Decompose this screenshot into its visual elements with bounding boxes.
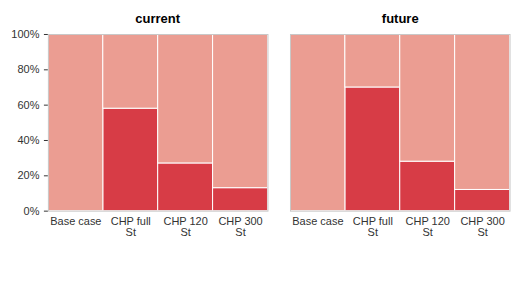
svg-text:CHP fullSt: CHP fullSt xyxy=(111,215,151,238)
svg-text:CHP 300St: CHP 300St xyxy=(218,215,262,238)
svg-text:60%: 60% xyxy=(17,99,39,111)
svg-text:0%: 0% xyxy=(24,205,40,217)
svg-text:CHP 300St: CHP 300St xyxy=(461,215,505,238)
svg-text:CHP fullSt: CHP fullSt xyxy=(353,215,393,238)
svg-text:Base case: Base case xyxy=(293,215,344,227)
svg-text:40%: 40% xyxy=(17,134,39,146)
svg-text:CHP 120St: CHP 120St xyxy=(163,215,207,238)
svg-text:100%: 100% xyxy=(11,30,39,40)
html-text:future: future xyxy=(381,11,419,26)
svg-text:80%: 80% xyxy=(17,63,39,75)
svg-text:20%: 20% xyxy=(17,169,39,181)
html-text:current: current xyxy=(135,11,181,26)
svg-text:Base case: Base case xyxy=(50,215,101,227)
svg-text:CHP 120St: CHP 120St xyxy=(406,215,450,238)
